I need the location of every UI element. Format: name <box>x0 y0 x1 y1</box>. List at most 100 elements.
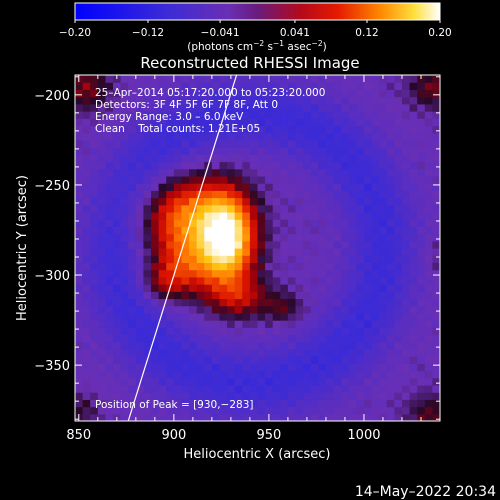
heatmap-cell <box>234 248 243 256</box>
heatmap-cell <box>97 305 107 314</box>
heatmap-cell <box>432 363 440 372</box>
heatmap-cell <box>310 211 319 220</box>
heatmap-cell <box>181 204 190 213</box>
heatmap-cell <box>173 211 183 220</box>
heatmap-cell <box>280 356 289 364</box>
heatmap-cell <box>394 175 403 184</box>
heatmap-cell <box>432 233 440 242</box>
heatmap-cell <box>135 406 145 415</box>
heatmap-cell <box>394 161 403 170</box>
heatmap-cell <box>333 334 342 343</box>
heatmap-cell <box>363 82 373 91</box>
heatmap-cell <box>227 139 236 148</box>
heatmap-cell <box>82 132 91 141</box>
heatmap-cell <box>272 399 281 408</box>
heatmap-cell <box>318 147 327 155</box>
heatmap-cell <box>242 103 251 112</box>
heatmap-cell <box>310 82 319 91</box>
heatmap-cell <box>181 248 190 256</box>
heatmap-cell <box>363 190 373 199</box>
heatmap-cell <box>280 384 289 393</box>
heatmap-cell <box>371 82 380 91</box>
heatmap-cell <box>356 370 365 379</box>
heatmap-cell <box>90 406 99 415</box>
heatmap-cell <box>227 96 236 105</box>
heatmap-cell <box>287 284 297 292</box>
heatmap-cell <box>189 211 198 220</box>
heatmap-cell <box>75 219 84 227</box>
heatmap-cell <box>295 111 304 119</box>
heatmap-cell <box>204 103 213 112</box>
heatmap-cell <box>97 89 107 98</box>
heatmap-cell <box>90 276 99 285</box>
heatmap-cell <box>310 240 319 249</box>
heatmap-cell <box>303 183 312 191</box>
heatmap-cell <box>75 139 84 148</box>
heatmap-cell <box>401 363 411 372</box>
heatmap-cell <box>295 226 304 235</box>
heatmap-cell <box>379 327 388 336</box>
heatmap-cell <box>341 139 350 148</box>
heatmap-cell <box>113 96 122 105</box>
heatmap-cell <box>75 168 84 177</box>
heatmap-cell <box>371 103 380 112</box>
heatmap-cell <box>158 327 167 336</box>
heatmap-cell <box>394 168 403 177</box>
heatmap-cell <box>204 168 213 177</box>
heatmap-cell <box>341 248 350 256</box>
heatmap-cell <box>401 226 411 235</box>
heatmap-cell <box>189 312 198 321</box>
heatmap-cell <box>90 204 99 213</box>
heatmap-cell <box>120 384 129 393</box>
heatmap-cell <box>82 125 91 134</box>
heatmap-cell <box>318 327 327 336</box>
heatmap-cell <box>196 262 205 271</box>
heatmap-cell <box>318 370 327 379</box>
heatmap-cell <box>409 348 418 357</box>
heatmap-cell <box>242 183 251 191</box>
heatmap-cell <box>333 211 342 220</box>
heatmap-cell <box>394 183 403 191</box>
heatmap-cell <box>287 384 297 393</box>
heatmap-cell <box>75 399 84 408</box>
heatmap-cell <box>371 154 380 163</box>
heatmap-cell <box>120 262 129 271</box>
heatmap-cell <box>287 147 297 155</box>
heatmap-cell <box>189 348 198 357</box>
heatmap-cell <box>280 132 289 141</box>
heatmap-cell <box>401 103 411 112</box>
heatmap-cell <box>401 161 411 170</box>
heatmap-cell <box>394 305 403 314</box>
heatmap-cell <box>356 312 365 321</box>
heatmap-cell <box>257 312 266 321</box>
heatmap-cell <box>166 327 175 336</box>
heatmap-cell <box>120 89 129 98</box>
heatmap-cell <box>211 89 221 98</box>
heatmap-cell <box>75 82 84 91</box>
heatmap-cell <box>189 327 198 336</box>
heatmap-cell <box>113 370 122 379</box>
heatmap-cell <box>158 161 167 170</box>
heatmap-cell <box>310 248 319 256</box>
heatmap-cell <box>379 377 388 386</box>
heatmap-cell <box>113 276 122 285</box>
heatmap-cell <box>257 197 266 206</box>
heatmap-cell <box>303 161 312 170</box>
y-tick-label: −250 <box>34 179 70 194</box>
heatmap-cell <box>151 269 160 278</box>
heatmap-cell <box>432 161 440 170</box>
heatmap-cell <box>158 406 167 415</box>
heatmap-cell <box>189 96 198 105</box>
heatmap-cell <box>166 348 175 357</box>
heatmap-cell <box>333 363 342 372</box>
heatmap-cell <box>265 291 274 300</box>
heatmap-cell <box>295 341 304 350</box>
heatmap-cell <box>295 269 304 278</box>
heatmap-cell <box>310 406 319 415</box>
heatmap-cell <box>128 356 137 364</box>
heatmap-cell <box>318 132 327 141</box>
heatmap-cell <box>173 190 183 199</box>
heatmap-cell <box>409 75 418 83</box>
heatmap-cell <box>272 111 281 119</box>
heatmap-cell <box>113 240 122 249</box>
